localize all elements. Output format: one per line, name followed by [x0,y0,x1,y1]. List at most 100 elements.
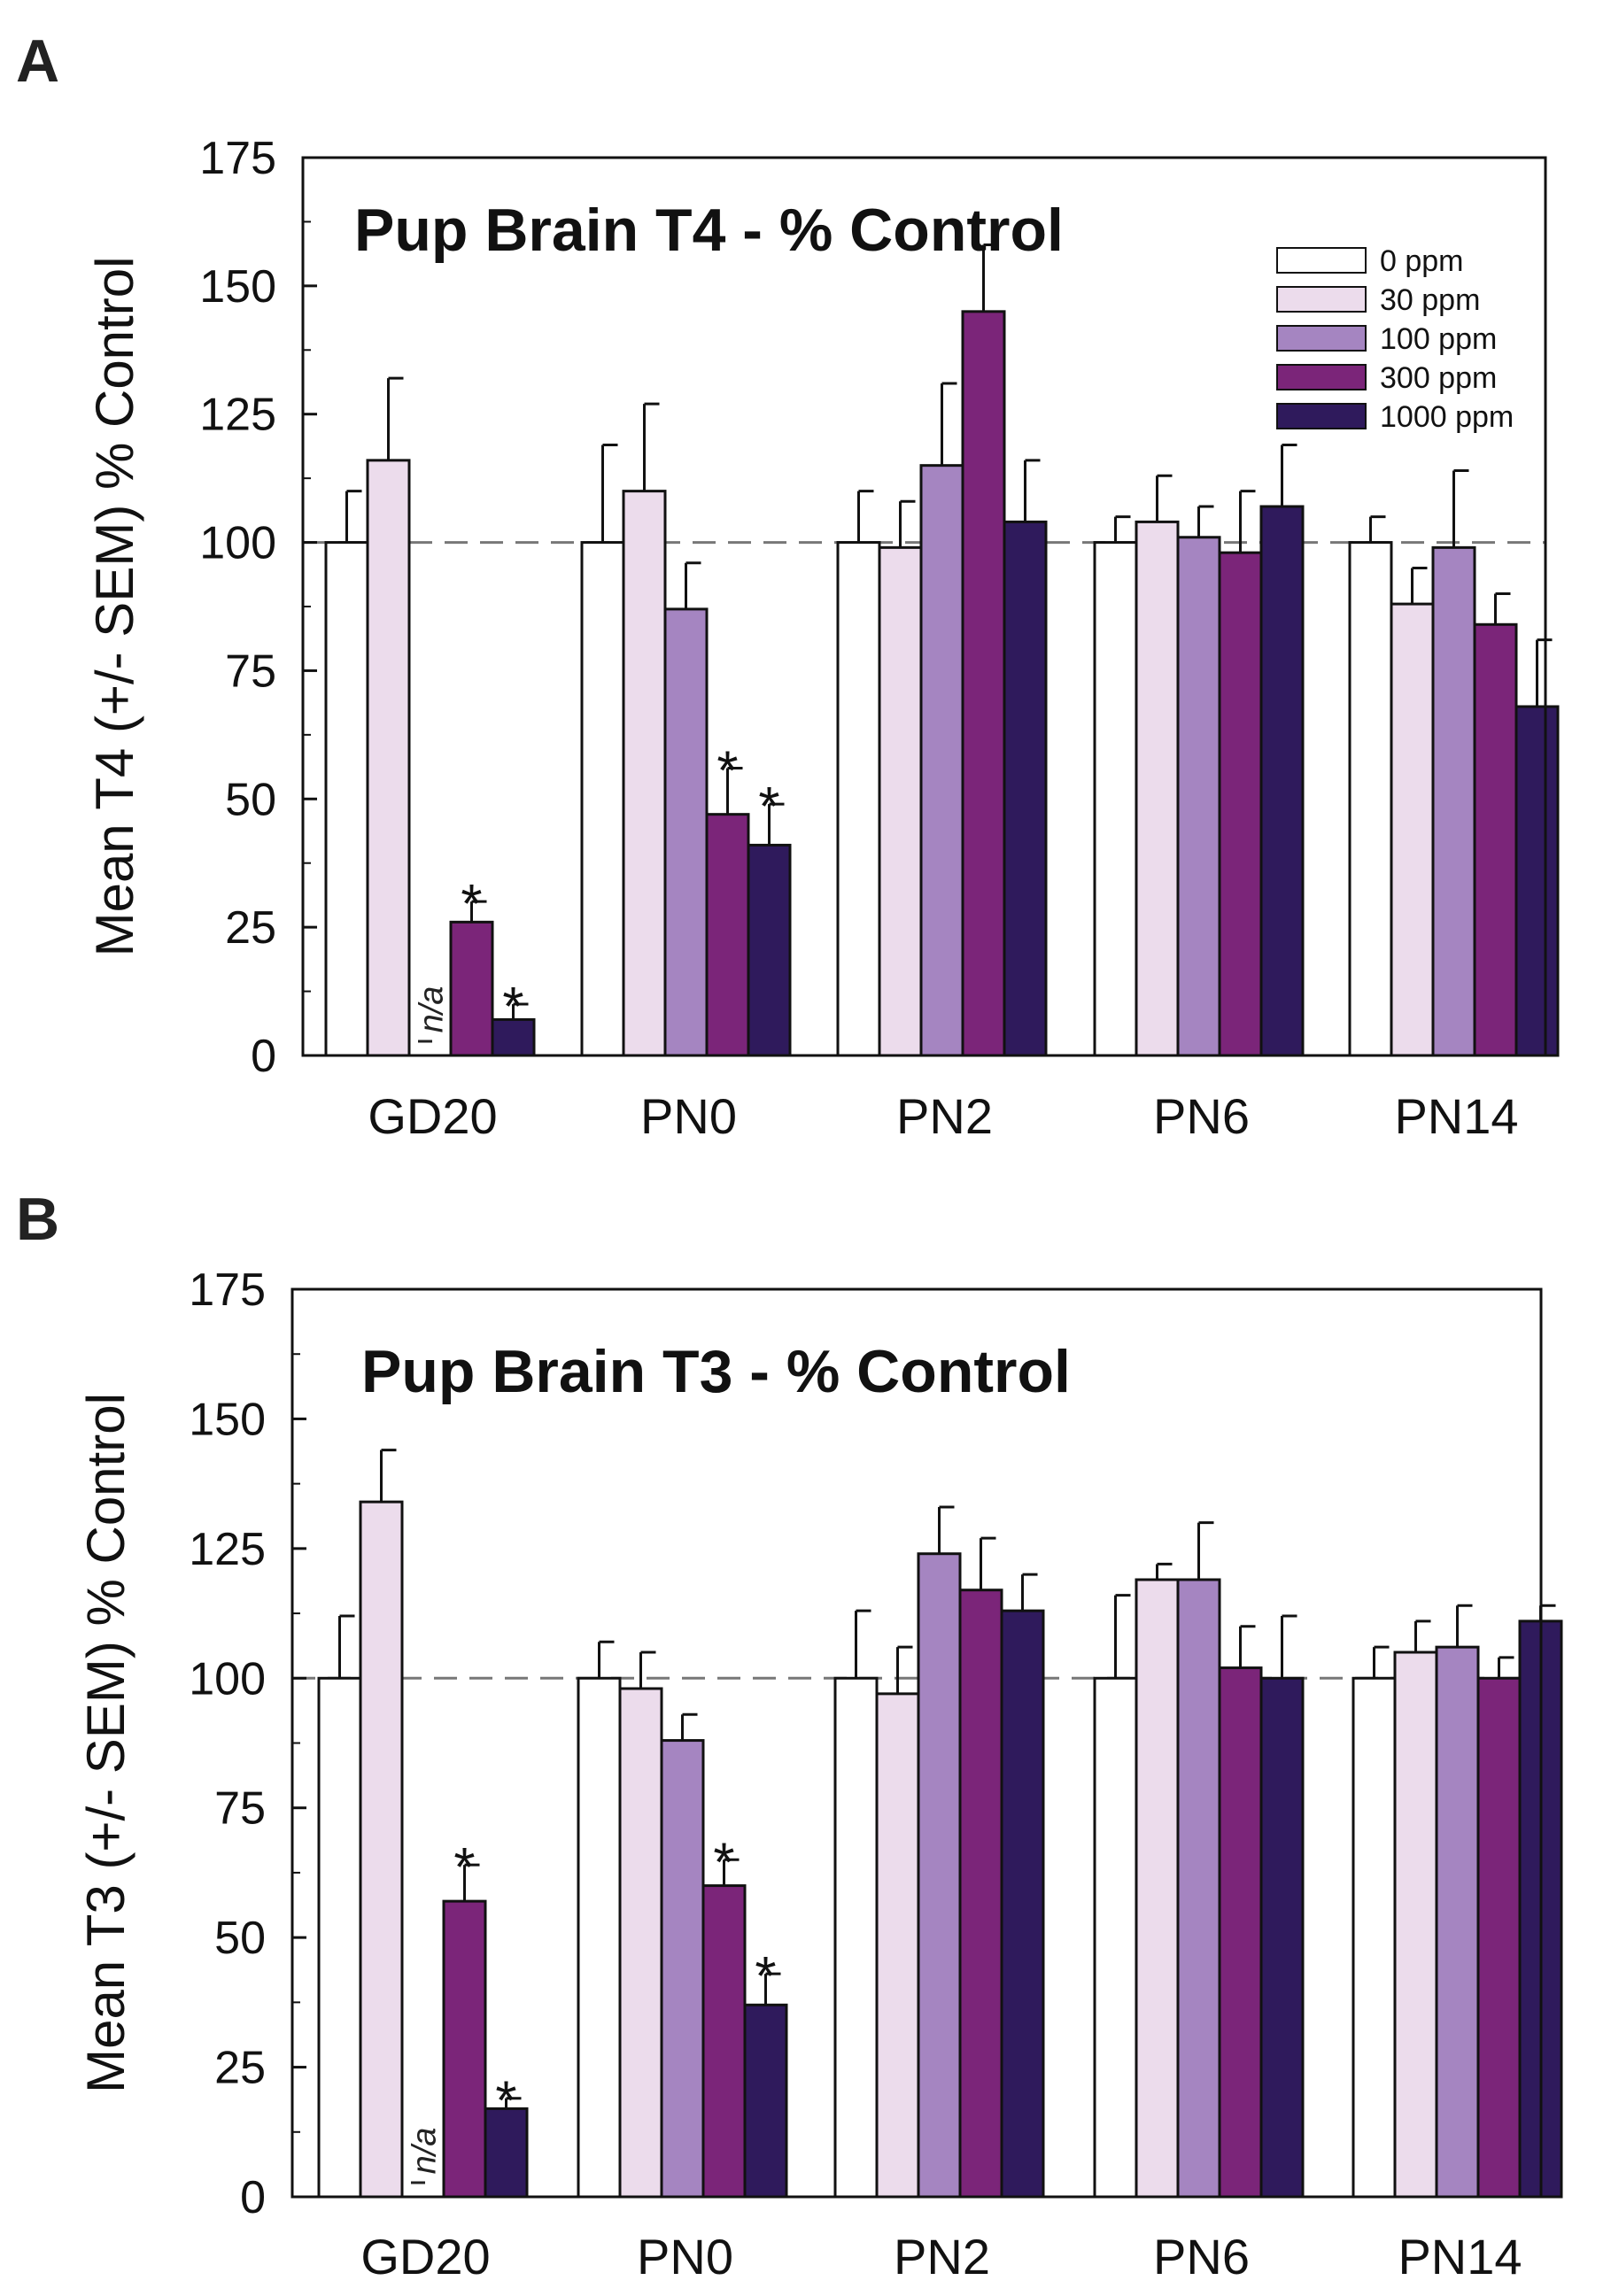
y-tick-label: 75 [214,1783,266,1835]
y-tick-label: 0 [240,2172,266,2223]
bar-pn0-100-ppm [660,1739,705,2199]
bar-pn14-300-ppm [1476,1676,1522,2199]
bar-pn0-30-ppm [622,490,667,1057]
bar-pn14-100-ppm [1435,1645,1480,2199]
y-tick-label: 75 [225,646,276,697]
bar-pn6-1000-ppm [1259,1676,1305,2199]
x-tick-label: PN14 [1394,1088,1518,1144]
bar-pn6-100-ppm [1176,1578,1221,2199]
legend-label: 1000 ppm [1380,400,1514,434]
x-tick-label: GD20 [360,2229,490,2284]
x-tick-label: PN0 [637,2229,733,2284]
y-tick-label: 100 [199,518,276,569]
bar-gd20-0-ppm [324,541,369,1057]
bar-pn2-300-ppm [958,1589,1003,2199]
legend-swatch [1276,286,1367,313]
bar-pn6-30-ppm [1135,520,1180,1057]
bar-pn14-0-ppm [1348,541,1393,1057]
bar-pn14-30-ppm [1393,1650,1438,2199]
bar-pn14-300-ppm [1473,622,1518,1057]
bar-pn14-0-ppm [1352,1676,1397,2199]
y-axis-label: Mean T3 (+/- SEM) % Control [76,1393,136,2093]
y-axis-label: Mean T4 (+/- SEM) % Control [85,257,144,957]
x-tick-label: PN6 [1153,1088,1250,1144]
bar-pn6-0-ppm [1093,541,1138,1057]
y-tick-label: 150 [199,261,276,313]
y-tick-label: 125 [199,390,276,441]
bar-pn2-100-ppm [917,1552,962,2199]
bar-pn0-0-ppm [577,1676,622,2199]
bar-pn6-300-ppm [1218,1666,1263,2199]
significance-star: * [758,777,779,838]
legend-swatch [1276,364,1367,390]
bar-pn14-1000-ppm [1514,705,1560,1057]
x-tick-label: PN0 [640,1088,737,1144]
bar-pn6-300-ppm [1218,551,1263,1057]
bar-pn0-1000-ppm [743,2003,788,2199]
bar-pn0-30-ppm [618,1687,663,2199]
bar-pn2-0-ppm [833,1676,879,2199]
x-tick-label: PN14 [1398,2229,1522,2284]
legend-label: 100 ppm [1380,322,1497,356]
chart-panel-a: An/a * * * * 0 25 50 75 100 125 150 175 GD20 PN0 PN2 PN6… [16,27,1560,1144]
bar-pn2-30-ppm [875,1692,920,2199]
bar-gd20-30-ppm [359,1500,404,2199]
y-tick-label: 175 [199,133,276,184]
bar-pn0-100-ppm [663,607,709,1057]
legend-label: 30 ppm [1380,283,1480,317]
chart-title: Pup Brain T3 - % Control [361,1338,1071,1405]
significance-star: * [716,741,738,802]
significance-star: * [461,874,482,935]
legend-label: 0 ppm [1380,244,1464,278]
legend-swatch [1276,247,1367,274]
panel-label: B [16,1186,59,1253]
bar-pn14-100-ppm [1431,545,1476,1057]
y-tick-label: 50 [214,1913,266,1964]
bar-pn6-30-ppm [1135,1578,1180,2199]
y-tick-label: 25 [214,2043,266,2094]
panel-label: A [16,27,59,95]
significance-star: * [713,1832,734,1893]
bar-pn0-0-ppm [580,541,625,1057]
significance-star: * [495,2071,516,2132]
na-label: n/a [414,986,451,1033]
y-tick-label: 0 [251,1031,276,1082]
bar-pn0-1000-ppm [747,843,792,1057]
y-tick-label: 25 [225,902,276,954]
bar-gd20-300-ppm [449,920,494,1057]
y-tick-label: 150 [189,1394,266,1445]
chart-title: Pup Brain T4 - % Control [354,197,1064,264]
bar-pn14-30-ppm [1390,602,1435,1057]
y-tick-label: 100 [189,1653,266,1705]
legend-label: 300 ppm [1380,361,1497,395]
x-tick-label: PN2 [894,2229,990,2284]
bar-pn2-1000-ppm [1003,520,1048,1057]
na-label: n/a [407,2128,444,2175]
x-tick-label: PN2 [896,1088,993,1144]
bar-pn2-300-ppm [961,310,1006,1057]
legend-swatch [1276,325,1367,352]
bar-pn6-0-ppm [1093,1676,1138,2199]
bar-pn6-100-ppm [1176,536,1221,1057]
y-tick-label: 175 [189,1264,266,1316]
bar-gd20-30-ppm [366,459,411,1057]
significance-star: * [453,1837,475,1898]
bar-pn2-100-ppm [919,464,964,1057]
chart-panel-b: Bn/a * * * * 0 25 50 75 100 125 150 175 GD20 PN0 PN2 PN6… [16,1186,1563,2284]
x-tick-label: PN6 [1153,2229,1250,2284]
significance-star: * [502,977,523,1038]
x-tick-label: GD20 [368,1088,497,1144]
bar-gd20-1000-ppm [491,1017,536,1057]
y-tick-label: 50 [225,774,276,825]
bar-pn0-300-ppm [705,813,750,1057]
bar-pn2-30-ppm [878,545,923,1057]
bar-gd20-0-ppm [317,1676,362,2199]
bar-gd20-1000-ppm [484,2107,529,2199]
bar-gd20-300-ppm [442,1899,487,2199]
significance-star: * [755,1946,776,2007]
bar-pn0-300-ppm [701,1884,747,2199]
bar-pn2-1000-ppm [1000,1609,1045,2199]
bar-pn6-1000-ppm [1259,505,1305,1057]
legend-swatch [1276,403,1367,429]
